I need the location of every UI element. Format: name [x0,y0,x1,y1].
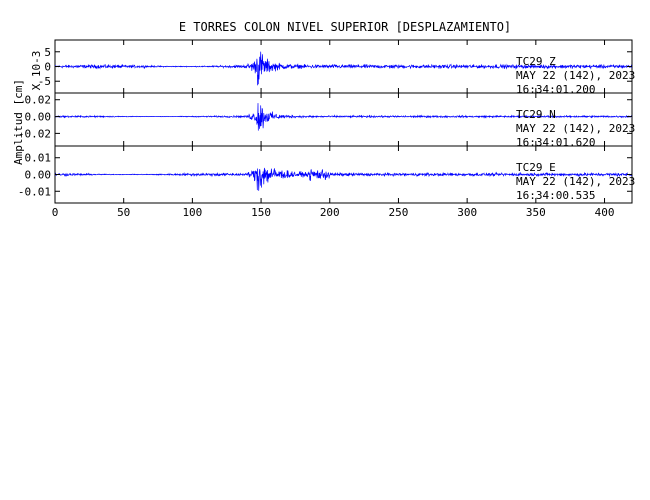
y-tick-label: 0.01 [25,152,52,165]
channel-label: TC29 N [516,108,556,121]
time-label: 16:34:00.535 [516,189,595,202]
date-label: MAY 22 (142), 2023 [516,69,635,82]
waveform-line [55,167,632,191]
y-tick-label: -0.01 [18,185,51,198]
x-tick-label: 100 [182,206,202,219]
y-tick-label: 0.00 [25,111,52,124]
x-tick-label: 350 [526,206,546,219]
x-tick-label: 200 [320,206,340,219]
channel-label: TC29 E [516,161,556,174]
x-tick-label: 400 [595,206,615,219]
x-tick-label: 300 [457,206,477,219]
date-label: MAY 22 (142), 2023 [516,175,635,188]
y-tick-label: 0 [44,61,51,74]
time-label: 16:34:01.620 [516,136,595,149]
y-tick-label: 0.02 [25,94,52,107]
date-label: MAY 22 (142), 2023 [516,122,635,135]
y-tick-label: -5 [38,75,51,88]
y-tick-label: -0.02 [18,127,51,140]
y-axis-label: Amplitud [cm] [12,79,25,165]
x-axis: 0 50 100 150 200 250 300 350 400 [52,206,615,219]
x-tick-label: 250 [389,206,409,219]
chart-title: E TORRES COLON NIVEL SUPERIOR [DESPLAZAM… [179,20,511,34]
x-tick-label: 0 [52,206,59,219]
time-label: 16:34:01.200 [516,83,595,96]
scale-label: X 10-3 [30,51,43,91]
waveform-line [55,51,632,86]
x-tick-label: 150 [251,206,271,219]
x-tick-label: 50 [117,206,130,219]
y-tick-label: 0.00 [25,169,52,182]
waveform-line [55,103,632,131]
y-tick-label: 5 [44,46,51,59]
channel-label: TC29 Z [516,55,556,68]
